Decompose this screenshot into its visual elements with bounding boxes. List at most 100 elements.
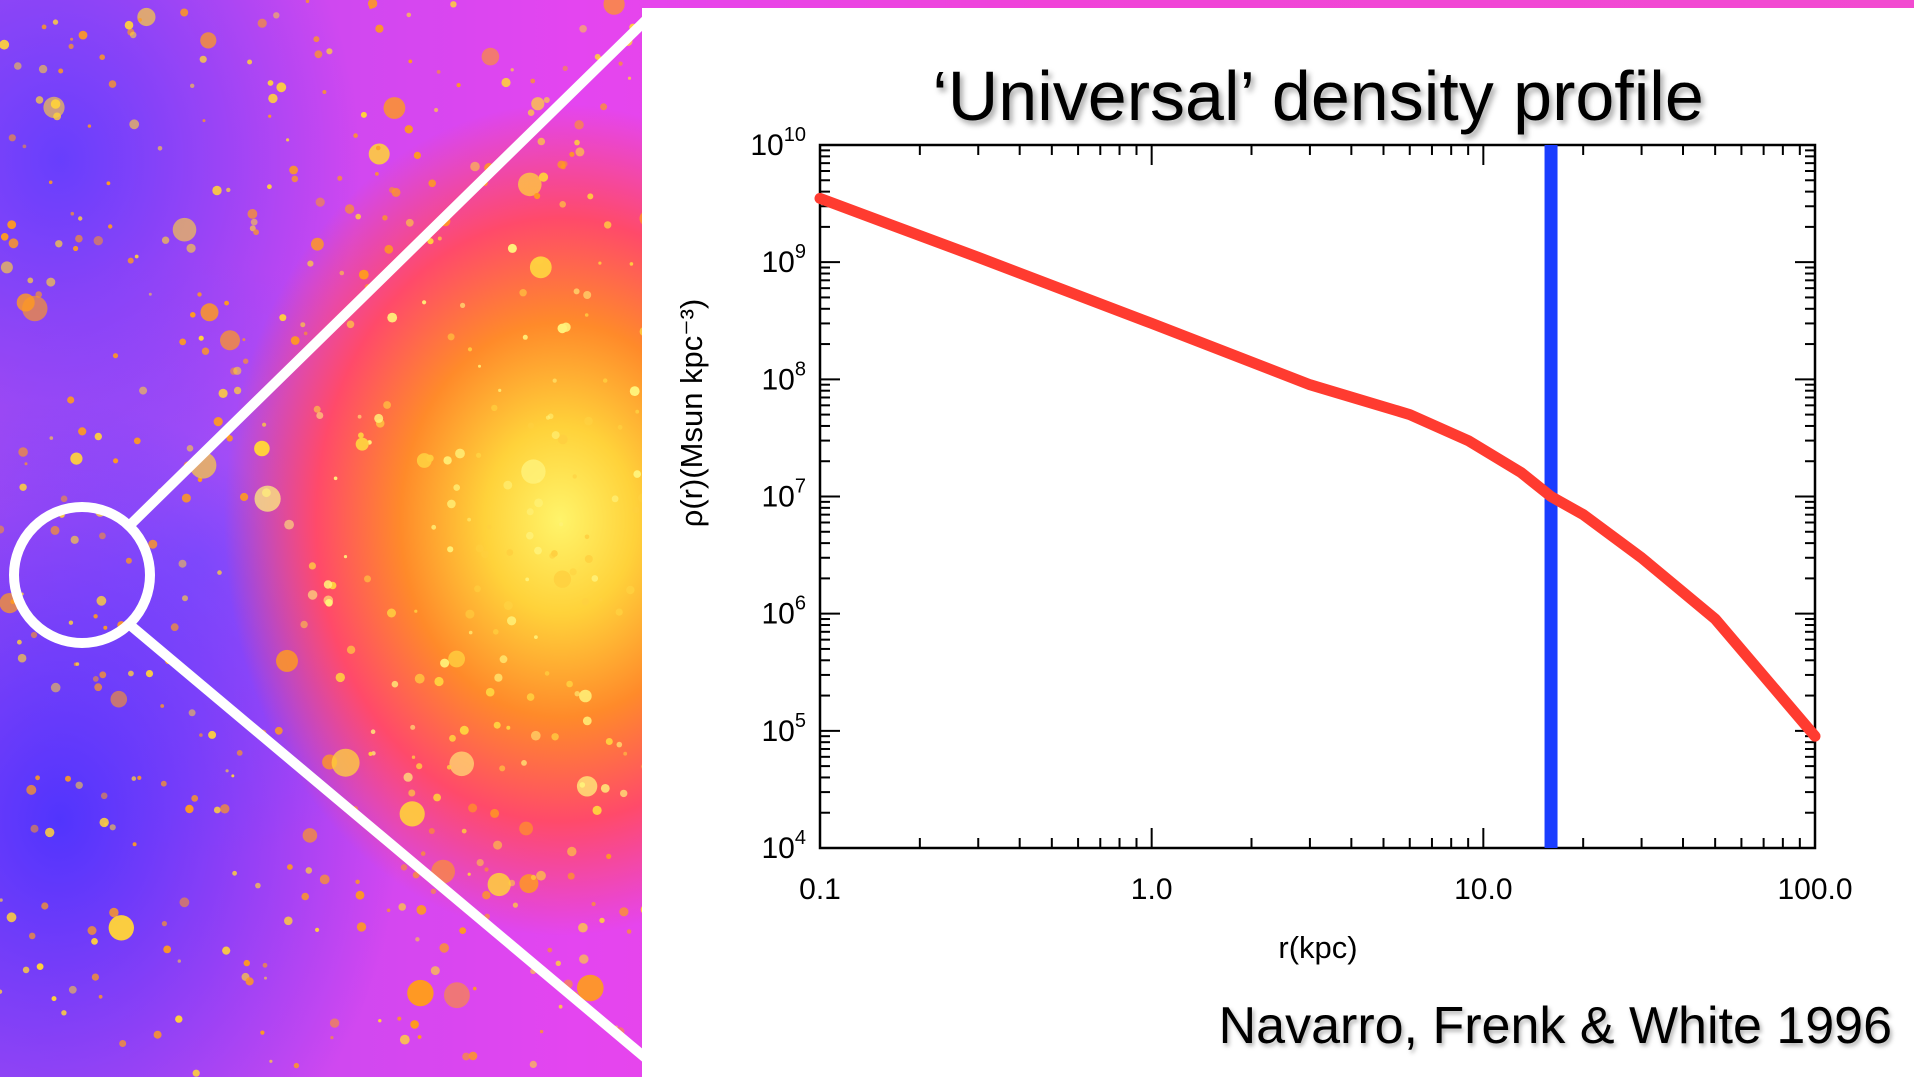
halo-dot [313,36,320,43]
halo-dot [506,549,514,556]
halo-dot [358,432,364,439]
halo-dot [274,726,283,735]
halo-dot [322,90,327,94]
halo-dot [303,331,308,336]
plot-card [642,8,1914,1077]
halo-dot [557,160,566,169]
halo-dot [35,96,44,104]
halo-dot [178,559,187,568]
halo-dot [16,293,35,312]
halo-dot [525,577,530,582]
halo-dot [264,976,267,980]
halo-dot [254,440,270,457]
halo-dot [199,55,207,63]
halo-dot [0,233,9,241]
halo-dot [481,550,489,559]
halo-dot [255,882,261,889]
halo-dot [346,320,355,329]
zoom-line-bottom [126,621,652,1064]
halo-dot [242,338,246,342]
halo-dot [73,245,79,252]
halo-dot [476,452,482,458]
y-axis-label: ρ(r)(Msun kpc⁻³) [674,299,709,528]
halo-dot [635,409,640,414]
halo-dot [600,103,608,111]
halo-dot [461,828,467,834]
halo-dot [584,416,593,426]
halo-dot [545,415,551,420]
halo-dot [627,76,632,80]
halo-dot [503,601,513,610]
halo-dot [434,107,439,113]
halo-dot [562,65,568,71]
halo-dot [45,827,55,838]
halo-dot [481,47,500,66]
halo-dot [161,236,170,244]
halo-dot [344,204,355,214]
halo-dot [408,59,413,64]
halo-dot [475,544,484,553]
halo-dot [177,959,181,963]
halo-dot [378,1019,382,1023]
halo-dot [411,755,416,759]
halo-dot [569,568,577,576]
halo-dot [447,333,455,341]
halo-dot [17,653,27,663]
halo-dot [414,609,418,613]
halo-dot [50,682,61,693]
halo-dot [188,709,196,717]
halo-dot [592,805,602,816]
halo-dot [200,32,217,49]
halo-dot [531,97,545,111]
halo-dot [212,185,222,196]
halo-dot [519,821,533,836]
halo-dot [247,209,258,219]
halo-dot [273,12,280,19]
halo-dot [397,1016,402,1021]
halo-dot [478,364,481,368]
halo-dot [447,499,456,509]
halo-dot [629,262,634,266]
halo-dot [600,784,610,793]
halo-dot [558,1004,563,1009]
halo-dot [623,751,628,756]
halo-dot [606,853,612,860]
halo-dot [202,119,206,123]
halo-dot [470,161,480,172]
halo-dot [551,431,560,440]
halo-dot [112,353,119,359]
halo-dot [567,872,575,880]
halo-dot [632,506,640,514]
halo-dot [360,111,367,118]
halo-dot [508,879,516,887]
halo-dot [383,401,391,409]
halo-dot [305,0,310,3]
halo-dot [368,143,390,165]
halo-dot [531,730,541,741]
halo-dot [145,670,154,678]
halo-dot [232,870,238,876]
halo-dot [382,215,388,221]
halo-dot [305,867,313,874]
halo-dot [267,80,274,86]
halo-dot [175,1015,183,1023]
halo-dot [413,151,421,159]
halo-dot [109,824,116,831]
halo-dot [591,901,596,907]
halo-dot [529,1060,537,1068]
halo-dot [521,459,546,484]
halo-dot [467,517,471,522]
halo-dot [78,427,87,436]
halo-dot [8,238,19,249]
halo-dot [68,620,74,625]
halo-dot [449,734,456,742]
halo-dot [335,672,345,683]
halo-dot [0,261,13,274]
halo-dot [618,61,623,66]
halo-dot [91,938,98,945]
halo-dot [410,1020,419,1029]
halo-dot [28,932,36,940]
halo-dot [490,808,500,818]
halo-dot [510,68,514,72]
